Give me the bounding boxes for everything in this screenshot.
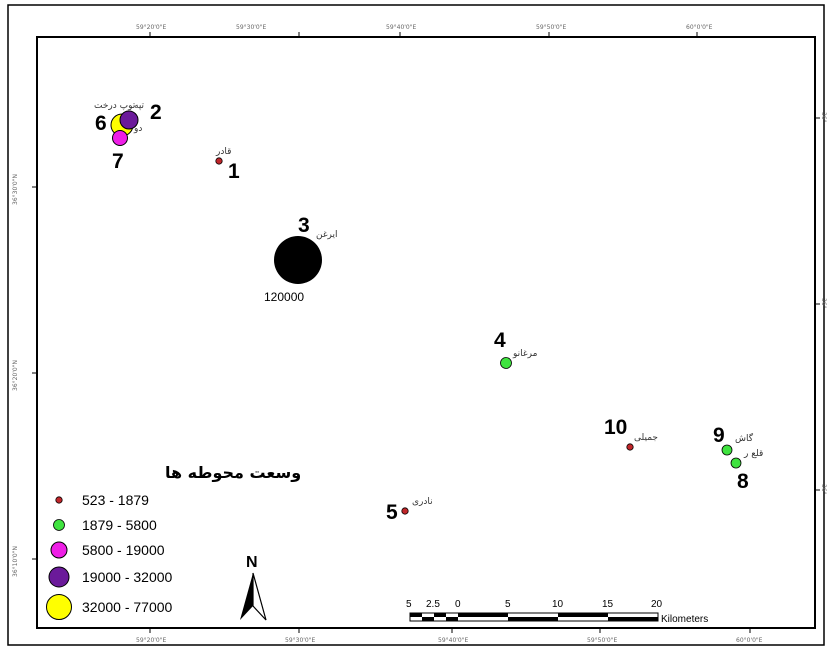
site-number-2: 2 — [150, 101, 162, 124]
site-marker-8[interactable] — [730, 457, 742, 469]
site-number-10: 10 — [604, 416, 627, 439]
site-number-9: 9 — [713, 424, 725, 447]
site-number-7: 7 — [112, 150, 124, 173]
legend-symbol-4 — [48, 566, 70, 588]
scale-label: 10 — [552, 599, 564, 610]
legend-label-2: 1879 - 5800 — [82, 517, 157, 533]
tick-top: 59°50'0"E — [536, 24, 566, 31]
tick-right: 36° — [820, 298, 827, 309]
legend-symbol-3 — [50, 541, 68, 559]
legend-symbol-1 — [55, 496, 63, 504]
legend-label-5: 32000 - 77000 — [82, 599, 173, 615]
legend-symbol-2 — [53, 519, 65, 531]
ticks-top: 59°20'0"E 59°30'0"E 59°40'0"E 59°50'0"E … — [136, 24, 713, 31]
north-arrow-left-icon — [240, 573, 253, 620]
site-number-5: 5 — [386, 501, 398, 524]
scale-label: 5 — [406, 599, 412, 610]
tick-bottom: 60°0'0"E — [736, 637, 763, 644]
site-marker-9[interactable] — [721, 444, 733, 456]
legend-label-3: 5800 - 19000 — [82, 542, 165, 558]
tick-left: 36°30'0"N — [12, 174, 19, 205]
ticks-left: 36°30'0"N 36°20'0"N 36°10'0"N — [12, 174, 19, 577]
site-number-8: 8 — [737, 470, 749, 493]
site-markers: قادر 1 توپ درخت تپه دو 2 6 7 ایرغن 3 120… — [94, 101, 763, 524]
site-name-4: مرغانو — [512, 349, 538, 359]
north-arrow-right-icon — [252, 572, 267, 621]
site-marker-3[interactable] — [274, 236, 322, 284]
tick-bottom: 59°30'0"E — [285, 637, 315, 644]
ticks-bottom: 59°20'0"E 59°30'0"E 59°40'0"E 59°50'0"E … — [136, 637, 763, 644]
tick-bottom: 59°20'0"E — [136, 637, 166, 644]
tick-top: 59°40'0"E — [386, 24, 416, 31]
tick-left: 36°20'0"N — [12, 360, 19, 391]
legend-title: وسعت محوطه ها — [165, 463, 301, 482]
site-marker-1[interactable] — [215, 157, 223, 165]
site-name-2: توپ درخت — [94, 101, 136, 111]
legend-label-4: 19000 - 32000 — [82, 569, 173, 585]
tick-right: 36° — [820, 484, 827, 495]
site-name-6: تپه — [134, 101, 145, 111]
site-marker-10[interactable] — [626, 443, 634, 451]
site-name-3: ایرغن — [316, 230, 338, 240]
tick-bottom: 59°40'0"E — [438, 637, 468, 644]
site-number-6: 6 — [95, 112, 107, 135]
site-marker-7[interactable] — [112, 130, 128, 146]
site-number-1: 1 — [228, 160, 240, 183]
scale-bar: 5 2.5 0 5 10 15 20 Kilometers — [406, 599, 708, 625]
scale-label: 2.5 — [426, 599, 440, 610]
site-name-8: قلع ر — [743, 449, 763, 459]
site-marker-5[interactable] — [401, 507, 409, 515]
site-name-10: جمیلی — [634, 433, 658, 443]
legend-symbol-5 — [46, 594, 72, 620]
graticule-ticks — [32, 32, 820, 633]
site-value-3: 120000 — [264, 290, 304, 304]
tick-right: 36° — [820, 112, 827, 123]
map-frame — [36, 36, 816, 629]
site-name-1: قادر — [215, 147, 231, 157]
tick-top: 59°30'0"E — [236, 24, 266, 31]
site-marker-2[interactable] — [119, 110, 139, 130]
scale-unit: Kilometers — [661, 614, 708, 625]
ticks-right: 36° 36° 36° — [820, 112, 827, 495]
scale-label: 20 — [651, 599, 663, 610]
scale-label: 15 — [602, 599, 614, 610]
site-marker-4[interactable] — [500, 357, 512, 369]
tick-bottom: 59°50'0"E — [587, 637, 617, 644]
legend: وسعت محوطه ها 523 - 1879 1879 - 5800 580… — [46, 463, 301, 620]
scale-label: 0 — [455, 599, 461, 610]
site-number-4: 4 — [494, 329, 506, 352]
legend-label-1: 523 - 1879 — [82, 492, 149, 508]
site-name-7: دو — [133, 124, 142, 134]
tick-top: 60°0'0"E — [686, 24, 713, 31]
site-number-3: 3 — [298, 214, 310, 237]
north-label: N — [246, 554, 258, 571]
site-name-9: گاش — [735, 432, 754, 444]
scale-label: 5 — [505, 599, 511, 610]
north-arrow: N — [240, 554, 267, 621]
tick-left: 36°10'0"N — [12, 546, 19, 577]
site-name-5: نادری — [412, 497, 433, 507]
tick-top: 59°20'0"E — [136, 24, 166, 31]
